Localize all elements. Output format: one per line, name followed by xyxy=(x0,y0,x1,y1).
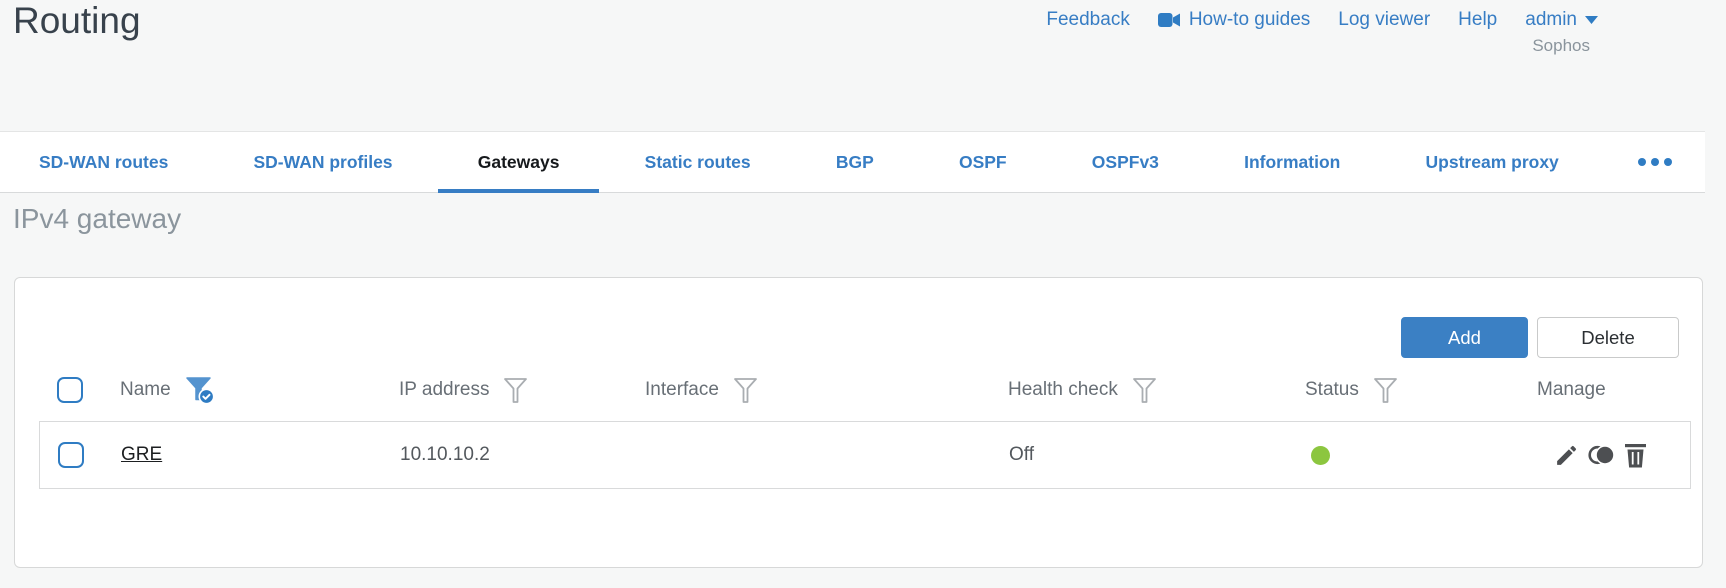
help-link[interactable]: Help xyxy=(1458,9,1497,31)
video-camera-icon xyxy=(1157,12,1181,28)
tab-static-routes[interactable]: Static routes xyxy=(644,151,751,172)
tab-bar: SD-WAN routes SD-WAN profiles Gateways S… xyxy=(0,131,1705,193)
column-header-ip-address: IP address xyxy=(399,379,490,400)
tab-bgp[interactable]: BGP xyxy=(835,151,874,172)
table-header-row: Name IP address Interfac xyxy=(39,359,1691,421)
gateway-table: Name IP address Interfac xyxy=(39,359,1691,489)
log-viewer-label: Log viewer xyxy=(1338,9,1431,30)
tab-gateways[interactable]: Gateways xyxy=(437,132,600,193)
table-row: GRE 10.10.10.2 Off xyxy=(40,422,1690,488)
feedback-link[interactable]: Feedback xyxy=(1046,9,1129,31)
tab-information[interactable]: Information xyxy=(1244,151,1341,172)
feedback-link-label: Feedback xyxy=(1046,9,1130,30)
admin-menu[interactable]: admin xyxy=(1525,9,1598,31)
table-toolbar: Add Delete xyxy=(1401,317,1679,358)
tab-ospfv3[interactable]: OSPFv3 xyxy=(1091,151,1159,172)
gateway-name-link[interactable]: GRE xyxy=(121,444,163,465)
more-tabs-icon[interactable] xyxy=(1630,158,1680,166)
section-title: IPv4 gateway xyxy=(13,203,182,234)
filter-icon[interactable] xyxy=(503,377,528,404)
page-title: Routing xyxy=(13,0,141,41)
ipv4-gateway-card: Add Delete Name IP address xyxy=(14,277,1703,568)
clone-icon[interactable] xyxy=(1588,444,1615,466)
log-viewer-link[interactable]: Log viewer xyxy=(1338,9,1430,31)
select-all-checkbox[interactable] xyxy=(57,377,83,403)
howto-guides-link[interactable]: How-to guides xyxy=(1157,9,1311,31)
header-links: Feedback How-to guides Log viewer Help a… xyxy=(1046,9,1598,31)
filter-active-icon[interactable] xyxy=(185,375,216,406)
help-label: Help xyxy=(1458,9,1498,30)
user-org-label: Sophos xyxy=(1532,36,1590,55)
edit-pencil-icon[interactable] xyxy=(1554,443,1579,468)
tab-upstream-proxy[interactable]: Upstream proxy xyxy=(1425,151,1559,172)
tab-sd-wan-profiles[interactable]: SD-WAN profiles xyxy=(253,151,393,172)
column-header-status: Status xyxy=(1305,379,1359,400)
manage-cell xyxy=(1538,443,1690,468)
column-header-health-check: Health check xyxy=(1008,379,1118,400)
table-body: GRE 10.10.10.2 Off xyxy=(39,421,1691,489)
delete-trash-icon[interactable] xyxy=(1624,443,1647,468)
column-header-manage: Manage xyxy=(1537,379,1606,400)
filter-icon[interactable] xyxy=(1373,377,1398,404)
ip-address-cell: 10.10.10.2 xyxy=(400,444,490,465)
row-checkbox[interactable] xyxy=(58,442,84,468)
filter-icon[interactable] xyxy=(733,377,758,404)
howto-guides-label: How-to guides xyxy=(1188,9,1311,30)
filter-icon[interactable] xyxy=(1132,377,1157,404)
health-check-cell: Off xyxy=(1009,444,1034,465)
admin-label: admin xyxy=(1525,9,1577,30)
column-header-interface: Interface xyxy=(645,379,719,400)
column-header-name: Name xyxy=(120,379,171,400)
tab-sd-wan-routes[interactable]: SD-WAN routes xyxy=(39,151,169,172)
add-button[interactable]: Add xyxy=(1401,317,1528,358)
delete-button[interactable]: Delete xyxy=(1537,317,1679,358)
chevron-down-icon xyxy=(1585,16,1598,24)
tab-ospf[interactable]: OSPF xyxy=(958,151,1007,172)
status-up-dot xyxy=(1311,445,1330,465)
